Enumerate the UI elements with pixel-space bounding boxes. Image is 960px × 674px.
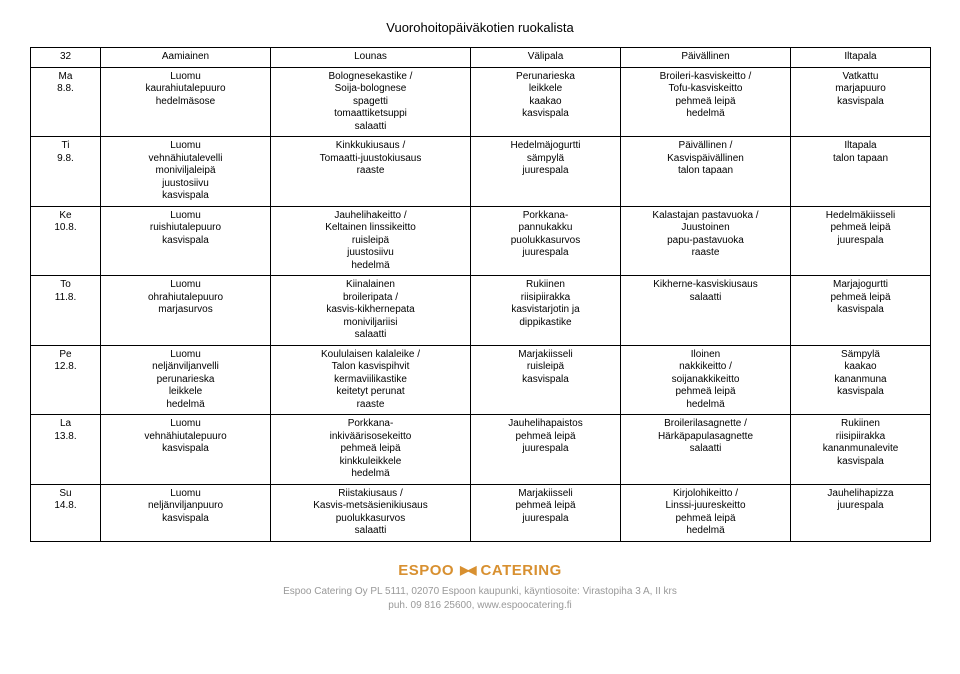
menu-cell: Iloinennakkikeitto /soijanakkikeittopehm… [621, 345, 791, 415]
menu-cell: Rukiinenriisipiirakkakasvistarjotin jadi… [471, 276, 621, 346]
column-header: Päivällinen [621, 48, 791, 68]
menu-cell: Riistakiusaus /Kasvis-metsäsienikiusausp… [271, 484, 471, 541]
menu-cell: Marjakiisselipehmeä leipäjuurespala [471, 484, 621, 541]
table-row: Ti9.8.Luomuvehnähiutalevellimoniviljalei… [31, 137, 931, 207]
menu-cell: Kikherne-kasviskiusaussalaatti [621, 276, 791, 346]
menu-cell: Päivällinen /Kasvispäivällinentalon tapa… [621, 137, 791, 207]
menu-cell: Jauhelihapaistospehmeä leipäjuurespala [471, 415, 621, 485]
menu-cell: Porkkana-inkiväärisosekeittopehmeä leipä… [271, 415, 471, 485]
menu-cell: Luomuruishiutalepuurokasvispala [101, 206, 271, 276]
column-header: Iltapala [791, 48, 931, 68]
table-row: Ma8.8.LuomukaurahiutalepuurohedelmäsoseB… [31, 67, 931, 137]
menu-cell: Luomuvehnähiutalepuurokasvispala [101, 415, 271, 485]
footer: ESPOO ▶◀ CATERING Espoo Catering Oy PL 5… [30, 560, 930, 613]
column-header: Lounas [271, 48, 471, 68]
menu-cell: Hedelmäkiisselipehmeä leipäjuurespala [791, 206, 931, 276]
day-cell: La13.8. [31, 415, 101, 485]
menu-cell: Luomuohrahiutalepuuromarjasurvos [101, 276, 271, 346]
page-title: Vuorohoitopäiväkotien ruokalista [30, 20, 930, 35]
day-cell: Ke10.8. [31, 206, 101, 276]
menu-cell: Luomuvehnähiutalevellimoniviljaleipäjuus… [101, 137, 271, 207]
menu-cell: Hedelmäjogurttisämpyläjuurespala [471, 137, 621, 207]
menu-cell: Kirjolohikeitto /Linssi-juureskeittopehm… [621, 484, 791, 541]
menu-cell: Porkkana-pannukakkupuolukkasurvosjuuresp… [471, 206, 621, 276]
table-row: La13.8.LuomuvehnähiutalepuurokasvispalaP… [31, 415, 931, 485]
table-row: Su14.8.LuomuneljänviljanpuurokasvispalaR… [31, 484, 931, 541]
table-row: Pe12.8.Luomuneljänviljanvelliperunariesk… [31, 345, 931, 415]
menu-cell: Marjajogurttipehmeä leipäkasvispala [791, 276, 931, 346]
day-cell: Ma8.8. [31, 67, 101, 137]
table-row: To11.8.LuomuohrahiutalepuuromarjasurvosK… [31, 276, 931, 346]
table-body: Ma8.8.LuomukaurahiutalepuurohedelmäsoseB… [31, 67, 931, 541]
column-header: Välipala [471, 48, 621, 68]
menu-cell: Marjakiisseliruisleipäkasvispala [471, 345, 621, 415]
menu-cell: Broileri-kasviskeitto /Tofu-kasviskeitto… [621, 67, 791, 137]
menu-cell: Koululaisen kalaleike /Talon kasvispihvi… [271, 345, 471, 415]
menu-cell: Broilerilasagnette /Härkäpapulasagnettes… [621, 415, 791, 485]
table-row: Ke10.8.LuomuruishiutalepuurokasvispalaJa… [31, 206, 931, 276]
menu-cell: Jauhelihakeitto /Keltainen linssikeittor… [271, 206, 471, 276]
brand-arrows-icon: ▶◀ [460, 562, 474, 579]
day-cell: To11.8. [31, 276, 101, 346]
table-header: 32AamiainenLounasVälipalaPäivällinenIlta… [31, 48, 931, 68]
brand-left: ESPOO [398, 560, 454, 581]
day-cell: Su14.8. [31, 484, 101, 541]
menu-cell: Perunarieskaleikkelekaakaokasvispala [471, 67, 621, 137]
week-number: 32 [31, 48, 101, 68]
brand-right: CATERING [481, 560, 562, 581]
menu-table: 32AamiainenLounasVälipalaPäivällinenIlta… [30, 47, 931, 542]
menu-cell: Sämpyläkaakaokananmunakasvispala [791, 345, 931, 415]
menu-cell: Jauhelihapizzajuurespala [791, 484, 931, 541]
menu-cell: Luomukaurahiutalepuurohedelmäsose [101, 67, 271, 137]
menu-cell: Vatkattumarjapuurokasvispala [791, 67, 931, 137]
brand-logo: ESPOO ▶◀ CATERING [398, 560, 562, 581]
menu-cell: Bolognesekastike /Soija-bolognesespagett… [271, 67, 471, 137]
footer-line-2: puh. 09 816 25600, www.espoocatering.fi [30, 599, 930, 613]
day-cell: Ti9.8. [31, 137, 101, 207]
menu-cell: Rukiinenriisipiirakkakananmunalevitekasv… [791, 415, 931, 485]
day-cell: Pe12.8. [31, 345, 101, 415]
menu-cell: Kiinalainenbroileripata /kasvis-kikherne… [271, 276, 471, 346]
footer-line-1: Espoo Catering Oy PL 5111, 02070 Espoon … [30, 585, 930, 599]
menu-cell: Kinkkukiusaus /Tomaatti-juustokiusausraa… [271, 137, 471, 207]
menu-cell: Luomuneljänviljanvelliperunarieskaleikke… [101, 345, 271, 415]
menu-cell: Luomuneljänviljanpuurokasvispala [101, 484, 271, 541]
column-header: Aamiainen [101, 48, 271, 68]
menu-cell: Kalastajan pastavuoka /Juustoinenpapu-pa… [621, 206, 791, 276]
menu-cell: Iltapalatalon tapaan [791, 137, 931, 207]
